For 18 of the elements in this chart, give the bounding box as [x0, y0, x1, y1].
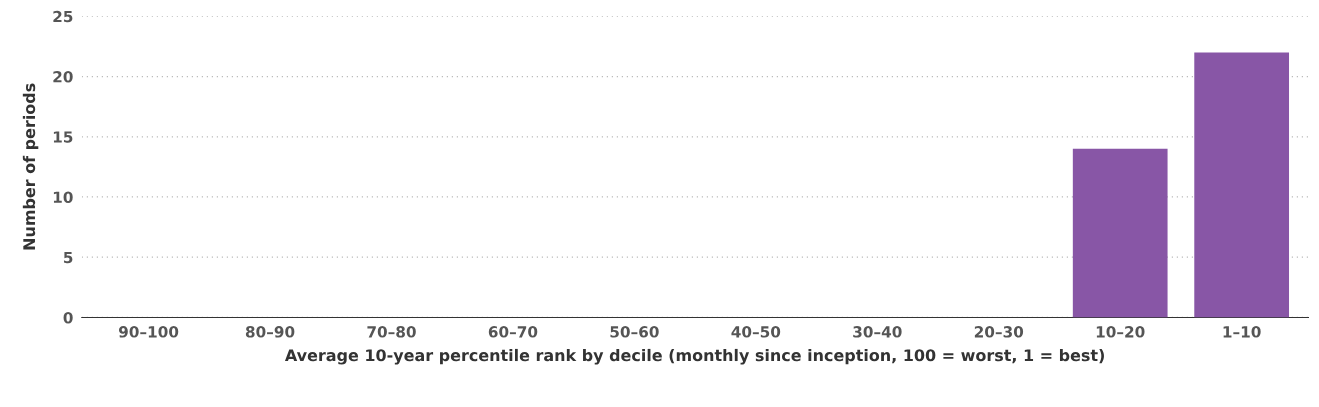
x-axis-title: Average 10-year percentile rank by decile (monthly since inception, 100 = worst, 1 = best): [284, 348, 1104, 365]
y-tick-label: 0: [63, 311, 73, 324]
x-tick-label: 50–60: [610, 326, 659, 338]
y-tick-label: 25: [53, 10, 73, 23]
x-tick-label: 70–80: [367, 326, 416, 338]
x-tick-label: 30–40: [853, 326, 902, 338]
y-axis-title: Number of periods: [22, 83, 39, 250]
y-tick-label: 5: [63, 251, 73, 264]
x-tick-label: 10–20: [1096, 326, 1145, 338]
x-tick-label: 20–30: [974, 326, 1024, 338]
x-tick-label: 80–90: [245, 326, 295, 338]
x-tick-label: 60–70: [488, 326, 538, 338]
y-tick-label: 10: [53, 191, 73, 204]
y-tick-label: 15: [53, 131, 73, 143]
x-tick-label: 90–100: [118, 326, 179, 338]
x-tick-label: 40–50: [731, 326, 781, 338]
x-tick-label: 1–10: [1223, 326, 1261, 338]
y-tick-label: 20: [53, 70, 73, 83]
